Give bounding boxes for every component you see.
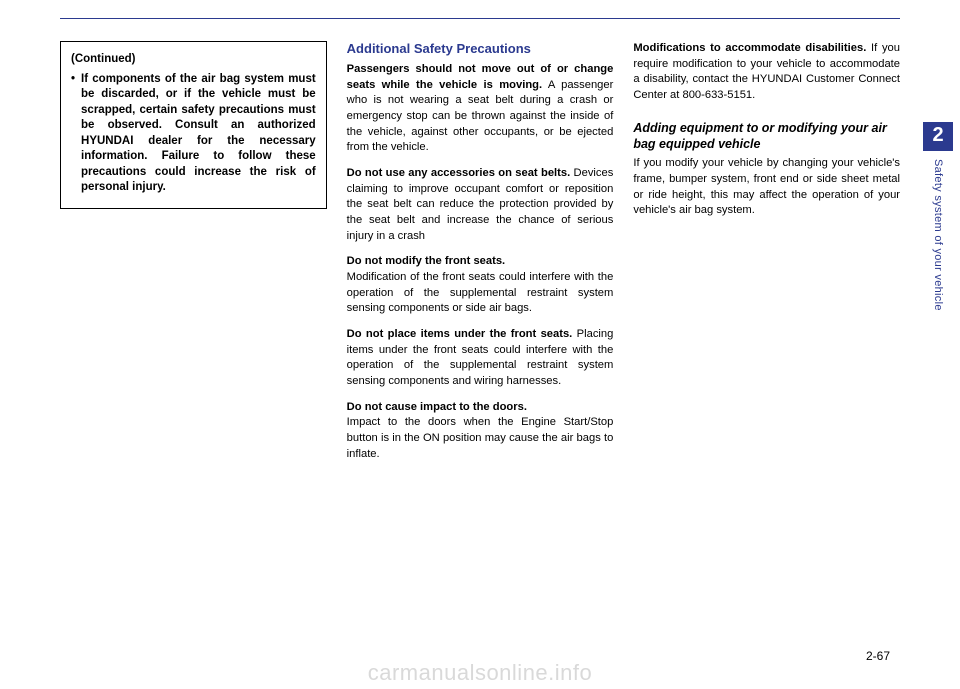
para-body: Impact to the doors when the Engine Star… — [347, 416, 614, 459]
paragraph: Do not cause impact to the doors. Impact… — [347, 400, 614, 463]
para-lead: Modifications to accommodate disabilitie… — [633, 42, 866, 54]
column-2: Additional Safety Precautions Passengers… — [347, 41, 614, 472]
content-columns: (Continued) • If components of the air b… — [60, 41, 900, 472]
section-heading: Additional Safety Precautions — [347, 41, 614, 56]
watermark-text: carmanualsonline.info — [0, 660, 960, 686]
top-rule — [60, 18, 900, 19]
chapter-title: Safety system of your vehicle — [932, 159, 944, 311]
column-1: (Continued) • If components of the air b… — [60, 41, 327, 472]
paragraph: Do not place items under the front seats… — [347, 327, 614, 390]
continued-label: (Continued) — [71, 52, 316, 68]
bullet-icon: • — [71, 72, 75, 196]
para-lead: Do not modify the front seats. — [347, 255, 506, 267]
para-lead: Do not place items under the front seats… — [347, 328, 573, 340]
para-body: Modification of the front seats could in… — [347, 271, 614, 314]
paragraph: Modifications to accommodate disabilitie… — [633, 41, 900, 104]
column-3: Modifications to accommodate disabilitie… — [633, 41, 900, 472]
warning-text: If components of the air bag system must… — [81, 72, 316, 196]
paragraph: Do not modify the front seats. Modificat… — [347, 254, 614, 317]
paragraph: If you modify your vehicle by changing y… — [633, 156, 900, 219]
paragraph: Do not use any accessories on seat belts… — [347, 166, 614, 244]
chapter-tab: 2 Safety system of your vehicle — [922, 122, 954, 311]
paragraph: Passengers should not move out of or cha… — [347, 62, 614, 156]
warning-item: • If components of the air bag system mu… — [71, 72, 316, 196]
manual-page: (Continued) • If components of the air b… — [60, 18, 900, 658]
subheading: Adding equipment to or modifying your ai… — [633, 120, 900, 153]
warning-box: (Continued) • If components of the air b… — [60, 41, 327, 209]
para-lead: Do not cause impact to the doors. — [347, 401, 527, 413]
para-lead: Do not use any accessories on seat belts… — [347, 167, 571, 179]
chapter-number: 2 — [923, 122, 953, 151]
